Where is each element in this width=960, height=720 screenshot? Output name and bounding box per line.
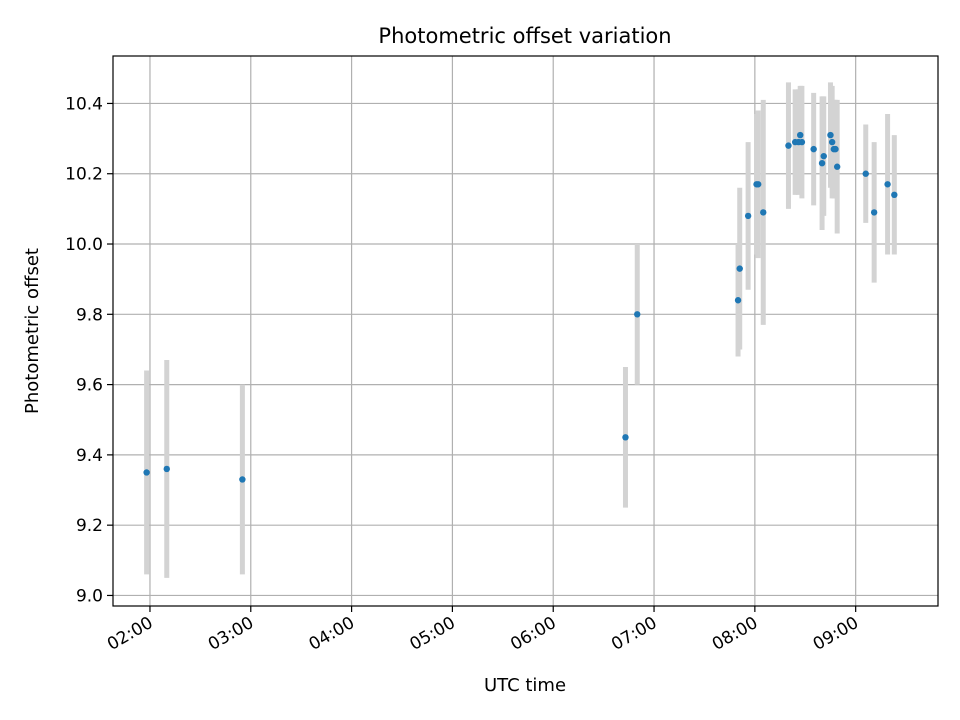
x-tick-label: 07:00 xyxy=(608,613,660,655)
data-point xyxy=(622,434,629,441)
errorbar-layer xyxy=(144,82,897,578)
x-tick-label: 08:00 xyxy=(709,613,761,655)
x-tick-label: 02:00 xyxy=(104,613,156,655)
data-point xyxy=(884,181,891,188)
x-tick-label: 09:00 xyxy=(810,613,862,655)
data-point xyxy=(862,170,869,177)
y-tick-label: 10.0 xyxy=(65,235,103,255)
data-point xyxy=(818,159,826,167)
x-tick-label: 06:00 xyxy=(507,613,559,655)
tick-layer: 02:00 03:00 04:00 05:00 06:00 07:00 08:00 09:00… xyxy=(65,94,862,654)
data-point xyxy=(163,465,170,473)
grid-layer xyxy=(113,56,938,606)
y-tick-label: 9.8 xyxy=(76,305,103,325)
x-axis-label: UTC time xyxy=(484,675,566,696)
data-point xyxy=(833,163,841,170)
y-tick-label: 9.2 xyxy=(76,516,103,536)
chart-title: Photometric offset variation xyxy=(378,24,671,48)
data-point xyxy=(760,209,767,216)
data-point xyxy=(827,131,834,139)
x-tick-label: 03:00 xyxy=(205,613,257,655)
data-point xyxy=(785,142,792,149)
y-tick-label: 10.4 xyxy=(65,94,103,114)
data-point xyxy=(891,191,898,199)
data-point xyxy=(798,138,806,146)
data-point xyxy=(828,138,836,146)
data-point xyxy=(634,311,641,318)
data-point xyxy=(870,209,878,216)
y-tick-label: 9.6 xyxy=(76,376,103,396)
y-tick-label: 10.2 xyxy=(65,165,103,185)
data-point xyxy=(239,476,246,483)
data-point xyxy=(797,131,804,139)
data-point xyxy=(755,181,762,188)
y-axis-label: Photometric offset xyxy=(22,248,43,414)
data-point xyxy=(810,145,817,153)
data-point xyxy=(734,297,742,304)
data-point xyxy=(143,469,150,476)
data-point xyxy=(744,212,752,220)
y-tick-label: 9.4 xyxy=(76,446,103,466)
data-point xyxy=(820,152,827,160)
point-layer xyxy=(143,131,898,483)
x-tick-label: 04:00 xyxy=(306,613,358,655)
plot-frame xyxy=(112,55,939,607)
data-point xyxy=(832,145,839,153)
y-tick-label: 9.0 xyxy=(76,586,103,606)
data-point xyxy=(736,265,743,272)
x-tick-label: 05:00 xyxy=(406,613,458,655)
